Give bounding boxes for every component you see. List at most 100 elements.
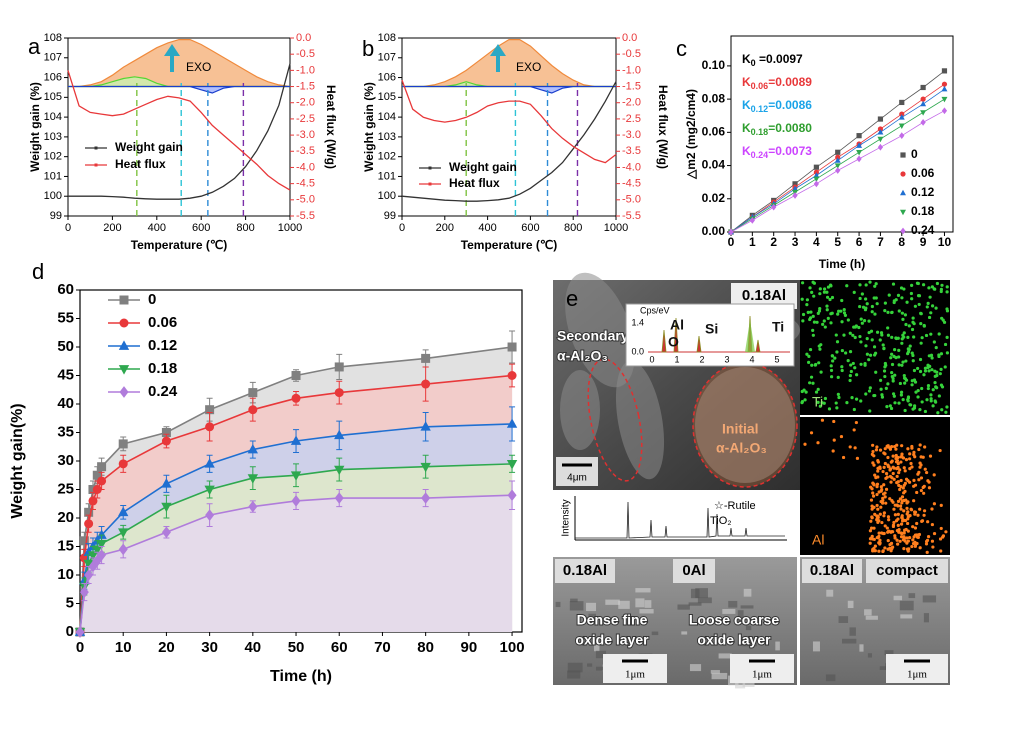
map-dot [904,378,909,382]
map-dot [898,468,902,472]
map-dot [888,467,893,471]
eds-unit: Cps/eV [640,305,670,315]
arrow-head [164,44,180,56]
rate-subscript: 0.18 [751,127,769,137]
map-dot [911,359,915,363]
map-dot [907,347,911,352]
marker [84,519,94,529]
map-dot [825,295,830,299]
map-dot [837,309,841,313]
map-dot [807,360,811,364]
map-dot [920,336,924,340]
map-dot [872,454,876,458]
eds-tick: 0.0 [631,346,644,356]
map-dot [840,298,844,303]
map-dot [878,538,882,542]
map-dot [867,319,871,323]
map-dot [877,531,881,535]
map-dot [871,449,875,454]
marker [941,96,948,103]
marker [813,172,820,178]
map-dot [933,381,937,385]
map-dot [825,304,829,308]
grain [644,600,652,608]
marker [205,422,215,432]
map-dot [882,483,886,487]
x-axis-title: Time (h) [270,668,332,685]
map-dot [897,471,901,475]
map-dot [915,521,919,526]
rate-subscript: 0.06 [751,81,769,91]
legend-label: 0.12 [148,337,177,354]
map-dot [927,486,932,490]
map-dot [922,373,926,377]
map-dot [839,309,843,313]
grain [695,588,708,599]
marker [813,176,820,183]
map-dot [865,337,869,341]
map-dot [875,482,880,486]
map-dot [906,399,910,403]
y-tick-label: 104 [378,111,396,123]
map-dot [913,526,918,530]
map-dot [932,473,936,477]
grain [728,600,738,608]
map-dot [945,405,949,409]
map-dot [895,503,899,507]
map-dot [929,393,933,397]
annotation: EXO [186,60,211,74]
rate-label: K0.12=0.0086 [742,98,812,114]
marker [421,353,431,363]
map-dot [923,366,928,370]
map-dot [930,507,934,511]
map-dot [927,315,932,320]
map-dot [806,310,810,314]
map-dot [917,302,921,307]
map-dot [938,448,942,453]
map-dot [890,352,894,356]
y2-tick-label: -3.0 [622,129,641,141]
map-dot [918,443,922,447]
map-dot [869,519,873,523]
map-dot [900,296,904,300]
map-dot [895,474,899,479]
map-dot [934,306,938,310]
map-dot [892,477,896,481]
y-axis-title: Weight gain (%) [28,82,42,172]
map-dot [931,404,935,408]
map-dot [945,335,949,339]
marker [334,465,345,476]
map-dot [870,487,874,491]
map-dot [819,343,823,347]
x-tick-label: 600 [192,222,210,234]
map-dot [886,547,890,551]
map-dot [851,333,855,337]
grain [838,616,849,623]
map-dot [872,526,876,530]
map-dot [891,523,896,527]
y2-tick-label: -4.5 [622,178,641,190]
y-tick-label: 20 [57,509,74,526]
y-axis-title: Weight gain (%) [362,82,376,172]
x-axis-title: Temperature (℃) [461,238,558,252]
annotation: Initial [722,421,759,437]
map-dot [939,289,943,294]
marker [291,495,301,507]
y-tick-label: 15 [57,537,74,554]
y-tick-label: 0.08 [702,91,726,105]
map-dot [940,408,944,412]
map-dot [922,491,926,495]
map-dot [875,536,879,540]
marker [920,84,926,91]
map-dot [883,461,887,466]
grain [849,627,856,636]
map-dot [864,297,868,301]
marker [920,96,926,102]
map-dot [912,535,916,539]
map-dot [906,510,910,514]
map-dot [879,505,883,509]
map-dot [913,540,917,544]
map-dot [892,520,896,525]
map-dot [896,517,900,521]
scale-box [556,457,598,486]
